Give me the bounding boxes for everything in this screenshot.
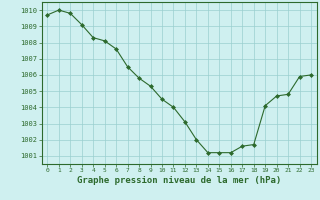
X-axis label: Graphe pression niveau de la mer (hPa): Graphe pression niveau de la mer (hPa) bbox=[77, 176, 281, 185]
